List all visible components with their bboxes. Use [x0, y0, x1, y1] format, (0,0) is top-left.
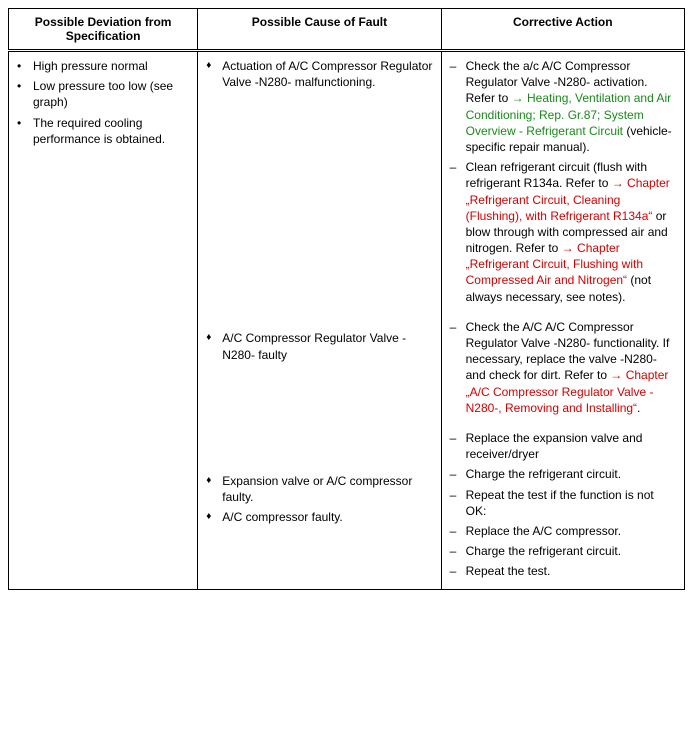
- fault-table: Possible Deviation from Specification Po…: [8, 8, 685, 590]
- action-list: Replace the expansion valve and receiver…: [450, 430, 676, 580]
- list-item: Expansion valve or A/C compressor faulty…: [206, 473, 432, 505]
- cause-list: Actuation of A/C Compressor Regulator Va…: [206, 58, 432, 90]
- action-text: .: [637, 401, 640, 415]
- cell-cause: Actuation of A/C Compressor Regulator Va…: [198, 51, 441, 590]
- cell-action: Check the a/c A/C Compressor Regulator V…: [441, 51, 684, 590]
- action-list: Check the A/C A/C Compressor Regulator V…: [450, 319, 676, 416]
- list-item: Repeat the test.: [450, 563, 676, 579]
- arrow-icon: →: [512, 91, 527, 105]
- list-item: Charge the refrigerant circuit.: [450, 466, 676, 482]
- arrow-icon: →: [562, 241, 577, 255]
- list-item: Replace the A/C compressor.: [450, 523, 676, 539]
- table-row: High pressure normal Low pressure too lo…: [9, 51, 685, 590]
- list-item: Check the a/c A/C Compressor Regulator V…: [450, 58, 676, 155]
- header-row: Possible Deviation from Specification Po…: [9, 9, 685, 51]
- header-col2: Possible Cause of Fault: [198, 9, 441, 51]
- list-item: Repeat the test if the function is not O…: [450, 487, 676, 519]
- header-col3: Corrective Action: [441, 9, 684, 51]
- list-item: Clean refrigerant circuit (flush with re…: [450, 159, 676, 305]
- header-col1: Possible Deviation from Specification: [9, 9, 198, 51]
- cell-deviation: High pressure normal Low pressure too lo…: [9, 51, 198, 590]
- list-item: A/C compressor faulty.: [206, 509, 432, 525]
- list-item: High pressure normal: [17, 58, 189, 74]
- list-item: A/C Compressor Regulator Valve -N280- fa…: [206, 330, 432, 362]
- cause-list: Expansion valve or A/C compressor faulty…: [206, 473, 432, 526]
- deviation-list: High pressure normal Low pressure too lo…: [17, 58, 189, 147]
- list-item: Check the A/C A/C Compressor Regulator V…: [450, 319, 676, 416]
- arrow-icon: →: [612, 176, 627, 190]
- arrow-icon: →: [610, 368, 625, 382]
- list-item: The required cooling performance is obta…: [17, 115, 189, 147]
- cause-list: A/C Compressor Regulator Valve -N280- fa…: [206, 330, 432, 362]
- action-list: Check the a/c A/C Compressor Regulator V…: [450, 58, 676, 305]
- list-item: Charge the refrigerant circuit.: [450, 543, 676, 559]
- list-item: Replace the expansion valve and receiver…: [450, 430, 676, 462]
- list-item: Low pressure too low (see graph): [17, 78, 189, 110]
- list-item: Actuation of A/C Compressor Regulator Va…: [206, 58, 432, 90]
